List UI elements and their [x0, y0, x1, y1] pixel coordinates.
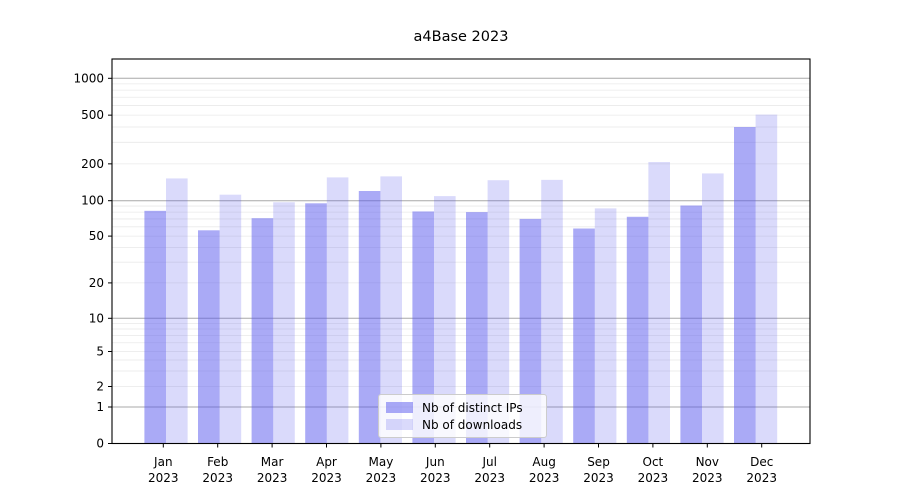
y-tick-label: 2 — [96, 380, 104, 394]
x-tick-label-year: 2023 — [692, 471, 723, 485]
x-tick-label-year: 2023 — [474, 471, 505, 485]
bar-ips-jul — [466, 212, 488, 444]
bar-downloads-oct — [648, 162, 670, 444]
y-tick-label: 1000 — [73, 71, 104, 85]
x-tick-label-year: 2023 — [420, 471, 451, 485]
legend-label-distinct-ips: Nb of distinct IPs — [422, 400, 523, 415]
x-tick-label-year: 2023 — [746, 471, 777, 485]
chart-title: a4Base 2023 — [413, 29, 509, 45]
bar-ips-feb — [198, 230, 220, 444]
plot-border — [111, 58, 811, 445]
bar-downloads-jul — [487, 180, 510, 444]
x-tick-label-year: 2023 — [583, 471, 614, 485]
y-tick-label: 1 — [96, 400, 104, 414]
bar-downloads-dec — [755, 114, 778, 444]
x-tick-label-month: Nov — [696, 455, 719, 469]
y-tick-label: 5 — [96, 345, 104, 359]
x-tick-label-month: Jun — [425, 455, 445, 469]
x-tick-label-month: Dec — [750, 455, 773, 469]
x-tick-label-month: Oct — [643, 455, 664, 469]
bar-downloads-feb — [219, 194, 242, 444]
legend-swatch-downloads — [386, 419, 413, 430]
y-tick-label: 500 — [81, 108, 104, 122]
x-tick-label-month: Sep — [587, 455, 610, 469]
bar-ips-apr — [305, 203, 327, 444]
x-tick-label-year: 2023 — [257, 471, 288, 485]
bar-downloads-aug — [541, 179, 563, 444]
y-tick-label: 20 — [89, 276, 104, 290]
x-tick-label-month: Jul — [481, 455, 496, 469]
x-tick-label-month: Aug — [532, 455, 555, 469]
bar-downloads-sep — [594, 208, 617, 444]
bar-ips-oct — [626, 216, 649, 444]
bar-downloads-may — [380, 176, 402, 444]
x-tick-label-year: 2023 — [202, 471, 233, 485]
bar-ips-mar — [251, 218, 274, 444]
bar-ips-jun — [412, 211, 434, 444]
y-tick-label: 0 — [96, 437, 104, 451]
x-tick-label-year: 2023 — [311, 471, 342, 485]
x-tick-label-month: Feb — [207, 455, 228, 469]
bar-ips-sep — [573, 228, 595, 444]
legend: Nb of distinct IPs Nb of downloads — [378, 394, 547, 438]
legend-swatch-distinct-ips — [386, 402, 413, 413]
x-tick-label-year: 2023 — [638, 471, 669, 485]
x-tick-label-month: Mar — [261, 455, 284, 469]
bar-ips-dec — [734, 127, 756, 444]
bar-downloads-nov — [702, 173, 724, 444]
bar-ips-aug — [519, 218, 542, 444]
bar-downloads-jun — [434, 196, 456, 444]
x-tick-label-year: 2023 — [529, 471, 560, 485]
x-tick-label-year: 2023 — [148, 471, 179, 485]
bar-ips-jan — [144, 210, 166, 444]
x-tick-label-year: 2023 — [366, 471, 397, 485]
y-tick-label: 10 — [89, 311, 104, 325]
y-tick-label: 100 — [81, 194, 104, 208]
bar-downloads-jan — [166, 178, 188, 444]
x-tick-label-month: Apr — [316, 455, 337, 469]
legend-item-downloads: Nb of downloads — [386, 417, 537, 432]
bar-downloads-mar — [273, 202, 295, 444]
x-tick-label-month: May — [368, 455, 393, 469]
legend-label-downloads: Nb of downloads — [422, 417, 523, 432]
bar-ips-may — [358, 191, 381, 444]
bar-ips-nov — [680, 205, 702, 444]
y-tick-label: 200 — [81, 157, 104, 171]
y-tick-label: 50 — [89, 229, 104, 243]
bar-downloads-apr — [326, 177, 349, 444]
legend-item-distinct-ips: Nb of distinct IPs — [386, 400, 537, 415]
x-tick-label-month: Jan — [153, 455, 173, 469]
